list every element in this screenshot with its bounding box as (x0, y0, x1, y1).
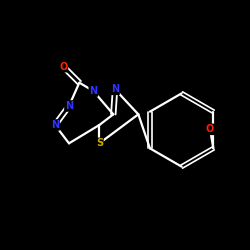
Text: S: S (96, 138, 103, 148)
Text: N: N (89, 86, 98, 96)
Text: O: O (206, 124, 214, 134)
Text: O: O (59, 62, 68, 72)
Text: N: N (111, 84, 119, 94)
Text: N: N (65, 101, 73, 111)
Text: N: N (51, 120, 59, 130)
